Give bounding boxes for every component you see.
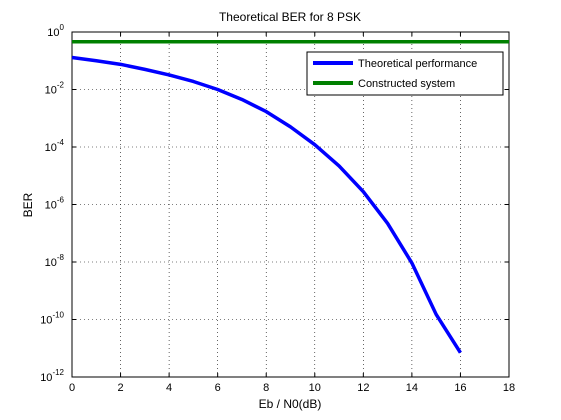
- x-axis-label: Eb / N0(dB): [259, 397, 322, 411]
- y-axis-ticks: 100 10-2 10-4 10-6 10-8 10-10 10-12: [40, 23, 509, 384]
- x-tick-label: 18: [503, 382, 515, 394]
- x-tick-label: 4: [166, 382, 172, 394]
- legend-label-theoretical: Theoretical performance: [358, 58, 477, 70]
- x-tick-label: 14: [406, 382, 418, 394]
- y-tick-label: 10-12: [40, 368, 64, 384]
- y-tick-label: 10-10: [40, 311, 64, 327]
- series-line-0: [71, 55, 462, 354]
- legend-box: [306, 51, 504, 96]
- y-tick-label: 10-4: [45, 138, 65, 154]
- y-tick-label: 10-6: [45, 196, 65, 212]
- x-tick-label: 6: [215, 382, 221, 394]
- y-tick-label: 10-2: [45, 81, 65, 97]
- grid-lines: [72, 32, 509, 377]
- y-axis-label: BER: [21, 192, 35, 217]
- x-tick-label: 0: [69, 382, 75, 394]
- y-tick-label: 10-8: [45, 253, 65, 269]
- x-axis-ticks: 0 2 4 6 8 10 12 14 16 18: [69, 32, 515, 394]
- x-tick-label: 12: [357, 382, 369, 394]
- series-lines: [71, 39, 509, 354]
- chart-title: Theoretical BER for 8 PSK: [219, 10, 361, 24]
- legend: Theoretical performance Constructed syst…: [306, 51, 504, 96]
- x-tick-label: 2: [117, 382, 123, 394]
- x-tick-label: 10: [309, 382, 321, 394]
- x-tick-label: 16: [454, 382, 466, 394]
- legend-label-constructed: Constructed system: [358, 78, 455, 90]
- x-tick-label: 8: [263, 382, 269, 394]
- y-tick-label: 100: [47, 23, 64, 39]
